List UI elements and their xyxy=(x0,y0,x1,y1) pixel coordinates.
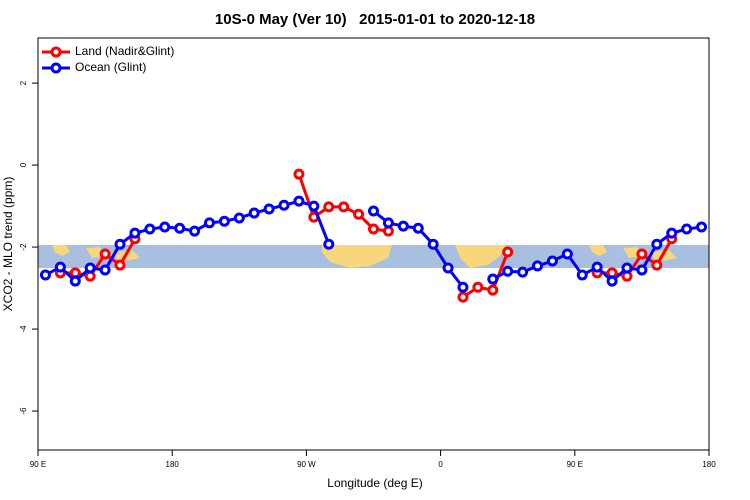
data-point xyxy=(591,261,603,273)
data-point xyxy=(621,262,633,274)
data-point xyxy=(606,275,618,287)
data-point xyxy=(84,262,96,274)
plot-frame xyxy=(37,37,710,451)
data-point xyxy=(636,248,648,260)
data-point xyxy=(248,207,260,219)
y-tick-label: -2 xyxy=(19,243,28,251)
legend-marker xyxy=(50,62,62,74)
data-point xyxy=(561,248,573,260)
data-point xyxy=(636,264,648,276)
data-point xyxy=(159,221,171,233)
data-point xyxy=(457,281,469,293)
x-tick-label: 90 W xyxy=(297,460,316,469)
y-tick-label: 2 xyxy=(19,80,28,85)
data-point xyxy=(293,168,305,180)
data-point xyxy=(99,264,111,276)
data-point xyxy=(368,205,379,217)
y-axis-label: XCO2 - MLO trend (ppm) xyxy=(1,177,15,312)
legend-label: Land (Nadir&Glint) xyxy=(75,44,174,58)
legend-label: Ocean (Glint) xyxy=(75,60,146,74)
x-tick-label: 0 xyxy=(438,460,443,469)
data-point xyxy=(39,269,51,281)
data-point xyxy=(144,223,156,235)
data-point xyxy=(69,275,81,287)
legend-marker xyxy=(50,46,62,58)
y-tick-label: -4 xyxy=(19,325,28,333)
data-point xyxy=(397,220,409,232)
y-tick-label: -6 xyxy=(19,407,28,415)
data-point xyxy=(457,291,469,303)
data-point xyxy=(666,227,678,239)
x-tick-label: 180 xyxy=(702,460,716,469)
data-point xyxy=(338,201,350,213)
data-point xyxy=(203,217,215,229)
data-point xyxy=(517,266,529,278)
data-point xyxy=(54,261,66,273)
map-band xyxy=(38,245,709,268)
data-point xyxy=(263,203,275,215)
data-point xyxy=(114,259,126,271)
data-point xyxy=(382,217,394,229)
data-point xyxy=(218,215,230,227)
chart-title: 10S-0 May (Ver 10) 2015-01-01 to 2020-12… xyxy=(215,11,535,28)
data-point xyxy=(651,238,663,250)
data-point xyxy=(681,223,693,235)
data-point xyxy=(233,212,245,224)
data-point xyxy=(308,200,320,212)
data-point xyxy=(323,201,335,213)
data-point xyxy=(129,227,141,239)
data-point xyxy=(472,281,484,293)
data-point xyxy=(278,199,290,211)
data-point xyxy=(651,259,663,271)
data-point xyxy=(532,260,544,272)
x-axis-label: Longitude (deg E) xyxy=(327,476,422,490)
data-point xyxy=(487,284,499,296)
data-point xyxy=(293,195,305,207)
data-point xyxy=(427,238,439,250)
data-point xyxy=(442,262,454,274)
data-point xyxy=(368,223,379,235)
x-tick-label: 180 xyxy=(166,460,180,469)
data-point xyxy=(412,222,424,234)
data-point xyxy=(502,265,514,277)
y-tick-label: 0 xyxy=(19,162,28,167)
data-point xyxy=(174,222,186,234)
data-point xyxy=(696,221,708,233)
x-tick-label: 90 E xyxy=(567,460,583,469)
data-point xyxy=(576,269,588,281)
data-point xyxy=(114,238,126,250)
data-point xyxy=(487,273,499,285)
data-point xyxy=(189,225,201,237)
data-point xyxy=(502,246,514,258)
data-point xyxy=(99,248,111,260)
data-point xyxy=(546,255,558,267)
data-point xyxy=(353,208,365,220)
data-point xyxy=(323,238,335,250)
x-tick-label: 90 E xyxy=(30,460,46,469)
